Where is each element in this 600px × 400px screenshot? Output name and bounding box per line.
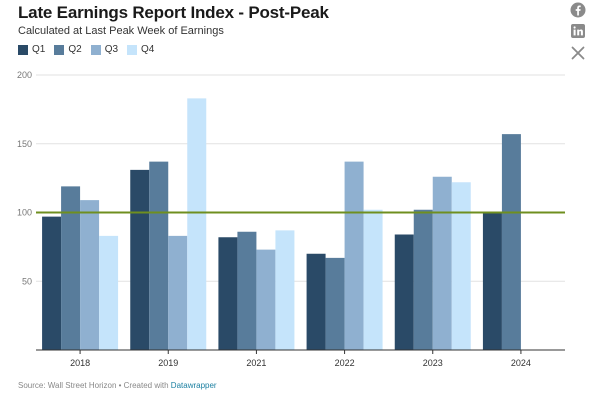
legend-item-q3: Q3: [90, 44, 119, 55]
x-tick-label: 2018: [70, 358, 90, 368]
legend-item-q4: Q4: [127, 44, 154, 55]
y-axis-labels: 50 100 150 200: [17, 70, 32, 286]
bar-q4-2022: [363, 209, 383, 350]
x-tick-label: 2019: [158, 358, 178, 368]
bar-q2-2021: [237, 231, 257, 350]
legend-swatch-q2: [54, 44, 65, 55]
bar-q1-2018: [42, 216, 62, 350]
x-tick-label: 2023: [423, 358, 443, 368]
bar-q4-2021: [275, 230, 295, 350]
bar-q1-2021: [218, 237, 238, 350]
y-tick-label: 100: [17, 208, 32, 218]
datawrapper-link[interactable]: Datawrapper: [170, 381, 217, 390]
legend-swatch-q4: [127, 44, 138, 55]
bar-q4-2023: [451, 182, 471, 350]
legend-item-q1: Q1: [18, 44, 45, 55]
facebook-icon[interactable]: [570, 2, 586, 18]
bar-q2-2024: [501, 134, 521, 350]
bar-q3-2019: [168, 235, 188, 350]
bar-q4-2018: [99, 235, 119, 350]
bar-q2-2022: [325, 257, 345, 350]
legend-label-q2: Q2: [68, 44, 82, 55]
legend-swatch-q1: [18, 44, 28, 55]
legend-item-q2: Q2: [54, 44, 82, 55]
x-tick-label: 2024: [511, 358, 531, 368]
bar-q4-2019: [187, 98, 207, 350]
bar-q1-2022: [306, 253, 326, 350]
y-tick-label: 200: [17, 70, 32, 80]
footer: Source: Wall Street Horizon • Created wi…: [18, 381, 217, 390]
bar-q1-2023: [394, 234, 414, 350]
x-tick-label: 2021: [246, 358, 266, 368]
bar-q1-2019: [130, 169, 150, 350]
y-tick-label: 50: [22, 276, 32, 286]
bar-q3-2018: [80, 200, 100, 350]
x-icon[interactable]: [570, 45, 586, 61]
legend-label-q3: Q3: [104, 44, 119, 55]
bar-q2-2018: [61, 186, 81, 350]
chart-title: Late Earnings Report Index - Post-Peak: [18, 3, 329, 22]
x-axis-labels: 2018 2019 2021 2022 2023 2024: [70, 350, 531, 368]
legend-label-q4: Q4: [141, 44, 155, 55]
bar-q3-2022: [344, 161, 364, 350]
legend-label-q1: Q1: [32, 44, 46, 55]
legend: Q1 Q2 Q3 Q4: [18, 44, 163, 55]
linkedin-icon[interactable]: [570, 23, 586, 39]
bar-q1-2024: [482, 212, 502, 350]
bar-q3-2023: [432, 176, 452, 350]
bar-q2-2019: [149, 161, 169, 350]
x-tick-label: 2022: [335, 358, 355, 368]
legend-swatch-q3: [90, 44, 101, 55]
bars: [42, 98, 521, 350]
bar-q3-2021: [256, 249, 276, 350]
y-tick-label: 150: [17, 139, 32, 149]
source-text: Source: Wall Street Horizon • Created wi…: [18, 381, 171, 390]
bar-q2-2023: [413, 209, 433, 350]
chart-subtitle: Calculated at Last Peak Week of Earnings: [18, 25, 224, 37]
